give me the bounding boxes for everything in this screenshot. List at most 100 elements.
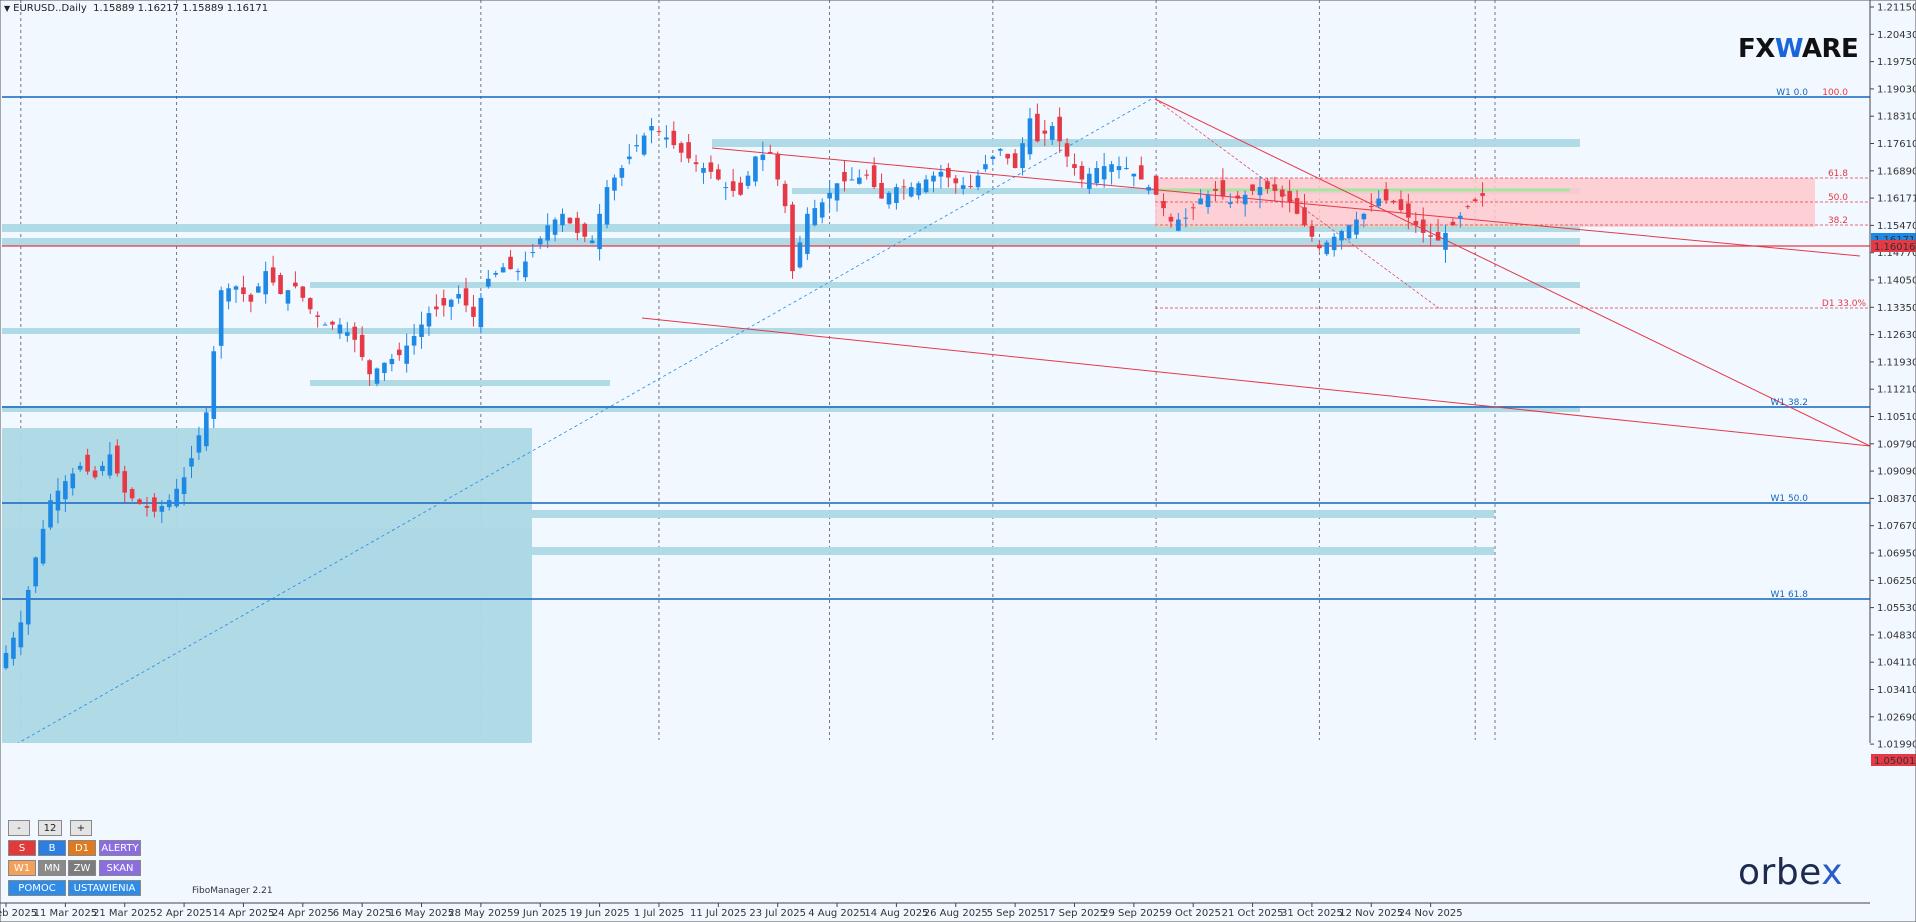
candle-body-68 [508, 256, 513, 270]
zw-button[interactable]: ZW [68, 860, 96, 876]
zone-14 [310, 282, 1580, 288]
y-tick-label-12: 1.12630 [1877, 330, 1916, 341]
candle-body-34 [255, 286, 261, 293]
price-axis-bg [1870, 0, 1916, 922]
zone-4 [2, 555, 532, 758]
d1-button[interactable]: D1 [68, 840, 96, 856]
candle-body-80 [597, 213, 602, 250]
fib-w1-diagonal [5, 96, 1156, 751]
candle-body-62 [463, 288, 469, 306]
candle-body-30 [226, 288, 231, 302]
candle-body-66 [493, 273, 499, 275]
candle-body-90 [671, 130, 677, 146]
settings-button[interactable]: USTAWIENIA [68, 880, 141, 896]
help-button[interactable]: POMOC [8, 880, 66, 896]
candle-body-85 [634, 145, 639, 147]
y-tick-label-16: 1.09790 [1877, 439, 1916, 450]
candle-body-82 [612, 177, 617, 191]
label-fib-50: 50.0 [1828, 193, 1848, 203]
x-tick-label-10: 19 Jun 2025 [570, 908, 630, 919]
candle-body-23 [174, 488, 179, 507]
candle-body-64 [478, 297, 484, 328]
candle-body-100 [745, 175, 751, 186]
candle-body-123 [916, 183, 921, 196]
candle-body-11 [85, 454, 90, 472]
candle-body-101 [753, 156, 758, 182]
y-tick-label-11: 1.13350 [1877, 303, 1916, 314]
mn-button[interactable]: MN [38, 860, 66, 876]
candle-body-146 [1087, 173, 1092, 189]
candle-body-152 [1131, 173, 1137, 177]
orbex-logo: orbex [1738, 852, 1844, 893]
candle-body-89 [664, 137, 669, 140]
candle-body-53 [396, 349, 402, 356]
candle-body-35 [263, 271, 268, 295]
candle-body-16 [122, 471, 128, 493]
candle-body-112 [834, 183, 840, 201]
x-tick-label-24: 24 Nov 2025 [1399, 908, 1463, 919]
decrease-button[interactable]: - [8, 820, 30, 836]
y-tick-label-9: 1.14770 [1877, 248, 1916, 259]
candle-body-158 [1176, 219, 1181, 231]
candle-body-176 [1309, 225, 1315, 237]
label-d1-33: D1 33.0% [1822, 299, 1867, 309]
candle-body-121 [901, 186, 907, 188]
y-tick-label-4: 1.18310 [1877, 112, 1916, 123]
candle-body-113 [842, 171, 847, 182]
candle-body-56 [419, 324, 424, 337]
zone-1 [2, 528, 532, 560]
candle-body-198 [1472, 199, 1478, 202]
candle-body-52 [389, 358, 395, 365]
x-tick-label-11: 1 Jul 2025 [634, 908, 684, 919]
candle-body-31 [233, 286, 239, 290]
candle-body-49 [367, 360, 372, 375]
candle-body-162 [1205, 194, 1211, 208]
scan-button[interactable]: SKAN [99, 860, 141, 876]
candle-body-29 [218, 290, 224, 346]
sell-button[interactable]: S [8, 840, 36, 856]
candle-body-129 [960, 185, 966, 189]
x-tick-label-5: 24 Apr 2025 [272, 908, 334, 919]
candle-body-149 [1109, 164, 1114, 172]
x-tick-label-13: 23 Jul 2025 [749, 908, 806, 919]
buy-button[interactable]: B [38, 840, 66, 856]
w1-button[interactable]: W1 [8, 860, 36, 876]
y-tick-label-8: 1.15470 [1877, 221, 1916, 232]
candle-body-147 [1094, 168, 1100, 184]
y-tick-label-21: 1.06250 [1877, 576, 1916, 587]
y-tick-label-26: 1.02690 [1877, 712, 1916, 723]
candle-body-138 [1027, 118, 1033, 155]
dropdown-triangle-icon[interactable]: ▼ [4, 4, 11, 13]
value-field[interactable]: 12 [38, 820, 62, 836]
candle-body-46 [345, 332, 350, 336]
y-tick-label-22: 1.05530 [1877, 603, 1916, 614]
candle-body-170 [1265, 181, 1270, 190]
candle-body-163 [1213, 188, 1218, 191]
candle-body-78 [582, 223, 588, 237]
alerts-button[interactable]: ALERTY [99, 840, 141, 856]
candle-body-143 [1064, 143, 1070, 157]
candle-body-177 [1317, 244, 1322, 249]
candle-body-14 [107, 454, 113, 476]
y-tick-label-2: 1.19750 [1877, 57, 1916, 68]
candle-body-40 [300, 286, 306, 298]
candle-body-48 [359, 334, 365, 358]
y-tick-label-19: 1.07670 [1877, 521, 1916, 532]
candle-body-13 [100, 465, 105, 472]
red-level-tag-1: 1.16016 [1874, 242, 1915, 253]
y-tick-label-24: 1.04110 [1877, 658, 1916, 669]
candle-body-109 [812, 208, 818, 226]
candle-body-192 [1428, 235, 1433, 237]
candle-body-39 [293, 282, 298, 287]
candle-body-107 [797, 242, 803, 268]
candle-body-167 [1242, 194, 1248, 205]
candle-body-189 [1406, 203, 1411, 218]
increase-button[interactable]: + [70, 820, 92, 836]
candle-body-155 [1153, 175, 1159, 195]
candle-body-184 [1368, 206, 1374, 208]
candle-body-124 [923, 179, 929, 193]
candle-body-188 [1398, 199, 1404, 211]
candle-body-12 [92, 470, 98, 478]
